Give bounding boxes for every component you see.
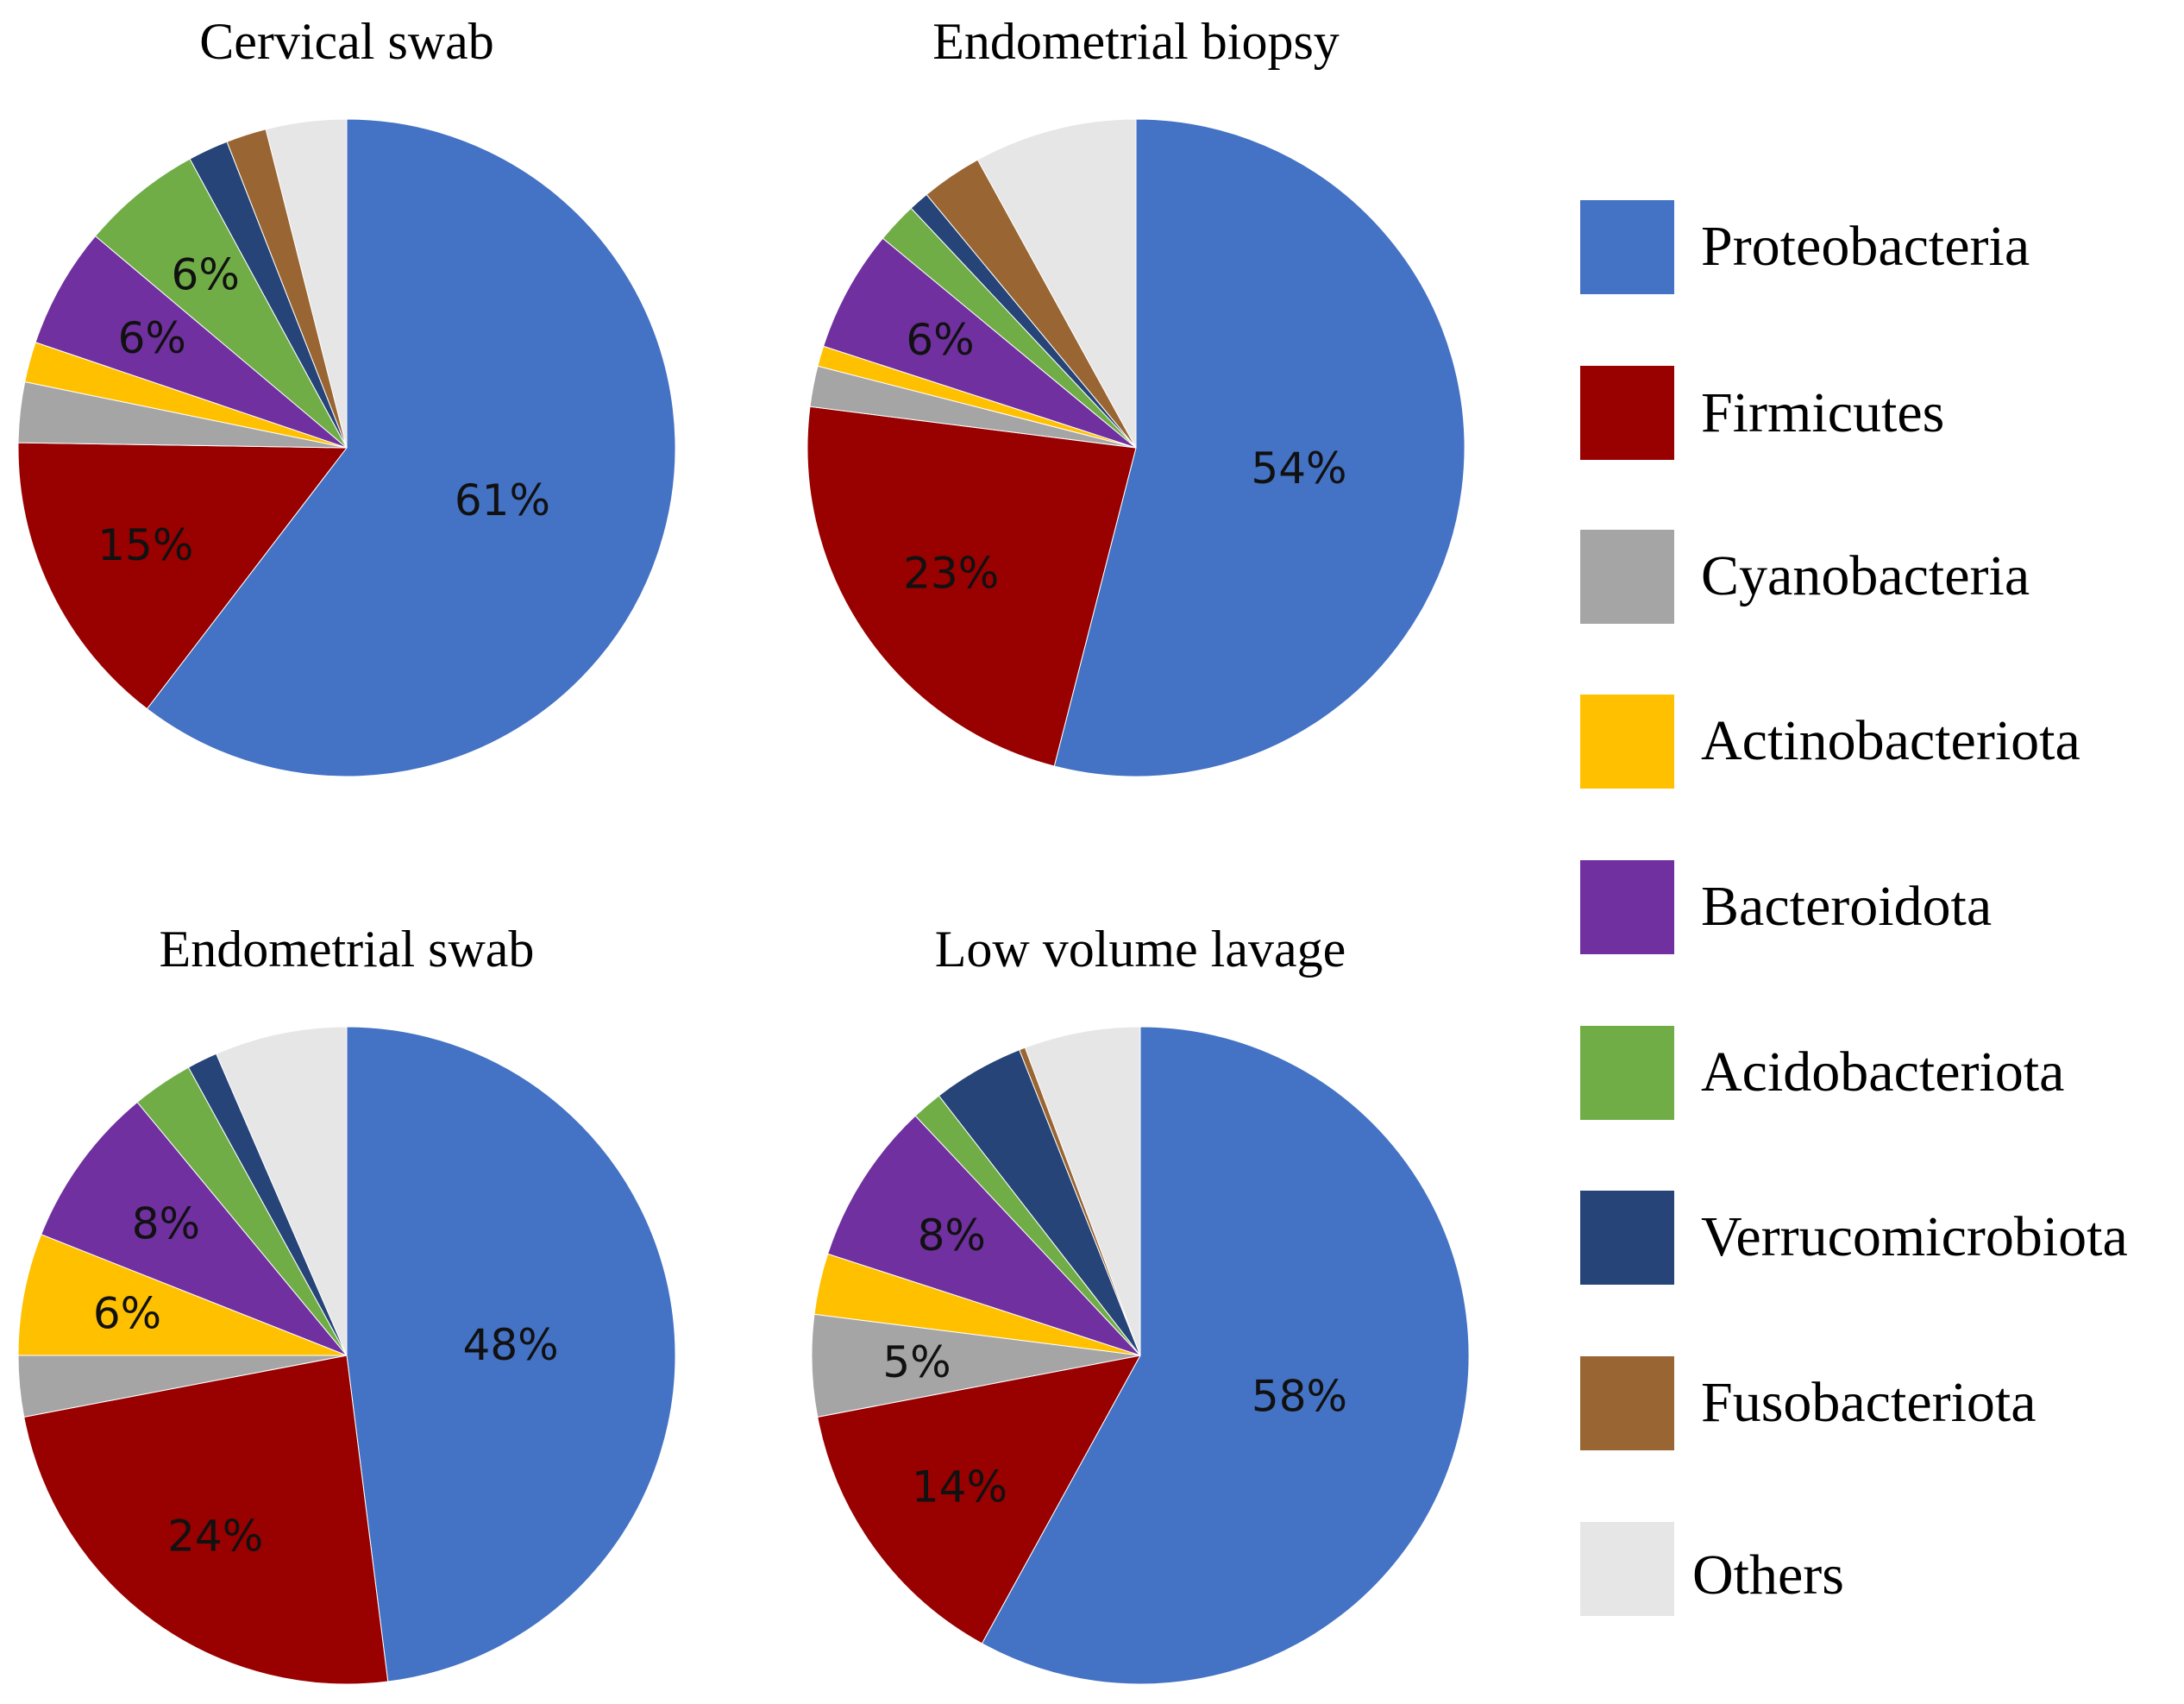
slice-label-firmicutes: 24% — [167, 1512, 263, 1562]
legend-swatch-bacteroidota — [1580, 860, 1674, 954]
pie-slice-firmicutes — [806, 406, 1137, 767]
pie-slice-firmicutes — [23, 1355, 389, 1685]
legend-swatch-actinobacteriota — [1580, 695, 1674, 789]
legend: Proteobacteria Firmicutes Cyanobacteria … — [1580, 200, 2128, 1616]
pie-slice-bacteroidota — [827, 1115, 1141, 1356]
slice-label-cyanobacteria: 5% — [882, 1337, 951, 1387]
pie-slice-bacteroidota — [41, 1101, 348, 1356]
chart-title-cervical-swab: Cervical swab — [199, 13, 494, 70]
chart-title-low-volume-lavage: Low volume lavage — [935, 921, 1346, 978]
slice-label-actinobacteriota: 6% — [93, 1289, 161, 1339]
chart-title-endometrial-swab: Endometrial swab — [160, 921, 535, 978]
legend-label-verrucomicrobiota: Verrucomicrobiota — [1701, 1205, 2128, 1268]
pie-slice-proteobacteria — [981, 1026, 1470, 1685]
legend-swatch-fusobacteriota — [1580, 1356, 1674, 1450]
pie-slices-endometrial-swab: 48% 24% 6% 8% — [17, 1026, 676, 1685]
slice-label-firmicutes: 15% — [97, 520, 193, 570]
slice-label-acidobacteriota: 6% — [172, 249, 240, 299]
slice-label-proteobacteria: 48% — [463, 1320, 559, 1370]
pie-chart-cervical-swab: Cervical swab 61% 15% 6% 6% — [17, 13, 676, 777]
legend-label-acidobacteriota: Acidobacteriota — [1701, 1041, 2064, 1104]
legend-label-others: Others — [1692, 1544, 1844, 1607]
pie-slice-bacteroidota — [35, 235, 348, 449]
slice-label-firmicutes: 23% — [903, 549, 999, 599]
legend-swatch-acidobacteriota — [1580, 1026, 1674, 1120]
pie-chart-low-volume-lavage: Low volume lavage 58% 14% 5% 8% — [811, 921, 1470, 1685]
slice-label-proteobacteria: 54% — [1251, 443, 1346, 494]
pie-slice-others — [1024, 1026, 1141, 1356]
legend-swatch-verrucomicrobiota — [1580, 1191, 1674, 1285]
chart-title-endometrial-biopsy: Endometrial biopsy — [932, 13, 1340, 70]
pie-slices-endometrial-biopsy: 54% 23% 6% — [806, 118, 1465, 777]
legend-label-actinobacteriota: Actinobacteriota — [1701, 709, 2080, 772]
pie-slice-bacteroidota — [823, 237, 1137, 449]
slice-label-proteobacteria: 58% — [1252, 1371, 1347, 1421]
pie-slice-acidobacteriota — [94, 158, 348, 449]
pie-slice-proteobacteria — [1053, 118, 1465, 777]
pie-slice-firmicutes — [17, 442, 348, 710]
slice-label-bacteroidota: 8% — [918, 1210, 986, 1261]
legend-swatch-cyanobacteria — [1580, 530, 1674, 624]
legend-label-fusobacteriota: Fusobacteriota — [1701, 1371, 2037, 1434]
pie-chart-endometrial-biopsy: Endometrial biopsy 54% 23% 6% — [806, 13, 1465, 777]
pie-slice-firmicutes — [817, 1355, 1141, 1644]
pie-slice-others — [265, 118, 348, 449]
legend-label-bacteroidota: Bacteroidota — [1701, 875, 1992, 938]
pie-slice-proteobacteria — [346, 1026, 676, 1682]
legend-label-proteobacteria: Proteobacteria — [1701, 215, 2030, 278]
slice-label-bacteroidota: 6% — [118, 313, 186, 363]
slice-label-proteobacteria: 61% — [455, 475, 550, 525]
pie-chart-endometrial-swab: Endometrial swab 48% 24% 6% 8% — [17, 921, 676, 1685]
pie-slice-actinobacteriota — [17, 1234, 348, 1356]
legend-label-firmicutes: Firmicutes — [1701, 381, 1944, 444]
slice-label-firmicutes: 14% — [912, 1462, 1007, 1512]
legend-swatch-firmicutes — [1580, 366, 1674, 460]
pie-slice-others — [216, 1026, 348, 1356]
legend-swatch-proteobacteria — [1580, 200, 1674, 294]
pie-slice-proteobacteria — [146, 118, 676, 777]
legend-swatch-others — [1580, 1522, 1674, 1616]
pie-slice-others — [976, 118, 1137, 449]
pie-slices-cervical-swab: 61% 15% 6% 6% — [17, 118, 676, 777]
legend-label-cyanobacteria: Cyanobacteria — [1701, 544, 2030, 607]
pie-slices-low-volume-lavage: 58% 14% 5% 8% — [811, 1026, 1470, 1685]
slice-label-bacteroidota: 8% — [132, 1199, 200, 1249]
slice-label-bacteroidota: 6% — [906, 315, 974, 365]
